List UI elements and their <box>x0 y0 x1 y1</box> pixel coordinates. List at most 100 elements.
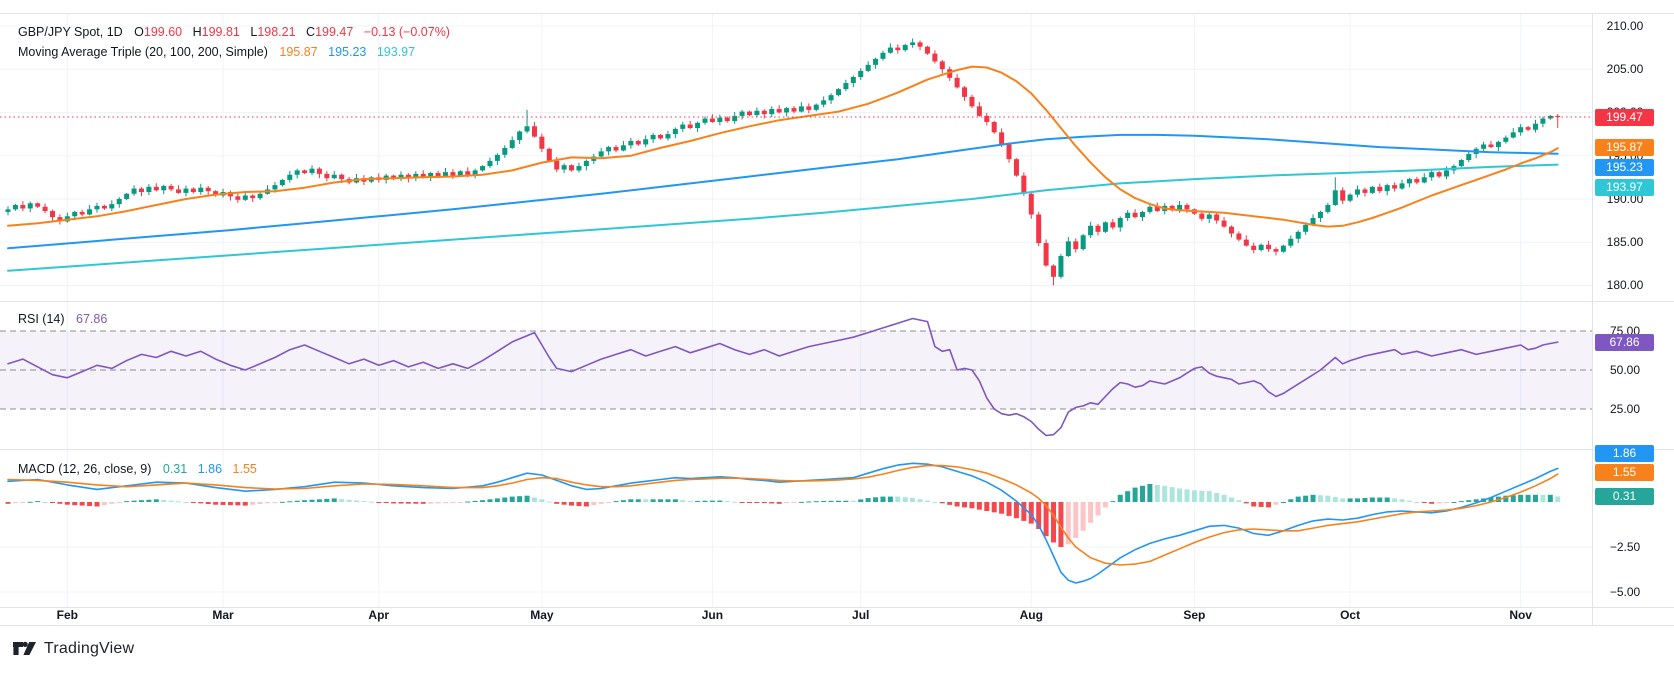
candle-body <box>1421 177 1427 183</box>
candle-body <box>1436 172 1442 177</box>
time-axis[interactable] <box>0 607 1592 625</box>
candle-body <box>784 108 790 113</box>
candle-body <box>1147 206 1153 212</box>
candle-body <box>954 77 960 88</box>
candle-body <box>413 173 419 179</box>
candle-body <box>1199 213 1205 219</box>
tradingview-logo[interactable]: TradingView <box>12 639 134 659</box>
symbol-legend[interactable]: GBP/JPY Spot, 1D O199.60 H199.81 L198.21… <box>18 25 450 39</box>
macd-histogram-bar <box>1429 502 1435 504</box>
rsi-legend[interactable]: RSI (14) 67.86 <box>18 312 107 326</box>
macd-histogram-bar <box>732 501 738 503</box>
macd-histogram-bar <box>1503 495 1509 502</box>
candle-body <box>962 87 968 97</box>
candle-body <box>821 100 827 105</box>
macd-histogram-bar <box>739 502 745 503</box>
macd-histogram-bar <box>1555 496 1561 502</box>
candle-body <box>531 126 537 137</box>
macd-histogram-bar <box>405 502 411 504</box>
macd-signal-value: 1.55 <box>232 462 257 476</box>
macd-histogram-bar <box>257 502 263 504</box>
candle-body <box>138 188 144 193</box>
macd-histogram-bar <box>1021 502 1027 521</box>
candle-body <box>1362 189 1368 193</box>
macd-histogram-bar <box>146 499 152 502</box>
candle-body <box>1325 205 1331 212</box>
candle-body <box>650 134 656 140</box>
macd-histogram-bar <box>64 502 70 505</box>
macd-histogram-bar <box>999 502 1005 514</box>
macd-histogram-bar <box>1399 499 1405 502</box>
rsi-pane[interactable] <box>0 302 1592 449</box>
candle-body <box>880 52 886 59</box>
macd-legend[interactable]: MACD (12, 26, close, 9) 0.31 1.86 1.55 <box>18 462 257 476</box>
macd-histogram-bar <box>1139 485 1145 502</box>
macd-histogram-bar <box>302 500 308 502</box>
macd-histogram-bar <box>1065 502 1071 545</box>
price-axis[interactable] <box>1592 13 1674 625</box>
candle-body <box>101 205 107 209</box>
candle-body <box>5 209 11 212</box>
macd-histogram-bar <box>1251 502 1257 507</box>
macd-histogram-bar <box>784 502 790 504</box>
rsi-legend-title: RSI (14) <box>18 312 65 326</box>
macd-histogram-bar <box>205 502 211 505</box>
macd-histogram-bar <box>1058 502 1064 547</box>
macd-histogram-bar <box>72 502 78 506</box>
macd-histogram-bar <box>235 502 241 506</box>
macd-histogram-bar <box>865 498 871 502</box>
macd-histogram-bar <box>1540 494 1546 502</box>
candle-body <box>331 174 337 179</box>
macd-histogram-bar <box>20 502 26 503</box>
candle-body <box>124 193 130 199</box>
candle-body <box>1540 118 1546 124</box>
macd-histogram-bar <box>1028 502 1034 524</box>
candle-body <box>1243 239 1249 246</box>
candle-body <box>1228 226 1234 234</box>
candle-body <box>1028 193 1034 215</box>
candle-body <box>1414 179 1420 183</box>
macd-histogram-bar <box>361 501 367 503</box>
candle-body <box>116 198 122 205</box>
macd-histogram-bar <box>368 501 374 503</box>
macd-histogram-bar <box>1206 491 1212 502</box>
candle-body <box>1206 214 1212 219</box>
candle-body <box>316 168 322 174</box>
macd-histogram-bar <box>917 499 923 502</box>
candle-body <box>828 95 834 101</box>
candle-body <box>1355 189 1361 195</box>
macd-histogram-bar <box>1258 502 1264 507</box>
candle-body <box>1495 141 1501 148</box>
macd-histogram-bar <box>1184 489 1190 502</box>
macd-histogram-bar <box>1080 502 1086 531</box>
macd-histogram-bar <box>124 501 130 503</box>
macd-histogram-bar <box>954 502 960 507</box>
candle-body <box>1117 217 1123 228</box>
macd-histogram-bar <box>87 502 93 507</box>
candle-body <box>910 42 916 45</box>
candle-body <box>695 122 701 129</box>
macd-histogram-bar <box>1518 494 1524 502</box>
macd-histogram-bar <box>1073 502 1079 538</box>
candle-body <box>1295 231 1301 239</box>
candle-body <box>146 186 152 193</box>
candle-body <box>1095 225 1101 232</box>
candle-body <box>769 108 775 115</box>
open-label: O <box>134 25 144 39</box>
candlestick-series <box>5 38 1561 286</box>
ma200-line <box>7 163 1559 272</box>
macd-histogram-bar <box>1303 495 1309 502</box>
macd-histogram-bar <box>391 502 397 504</box>
macd-histogram-bar <box>12 502 18 504</box>
macd-histogram-bar <box>991 502 997 513</box>
macd-histogram-bar <box>42 502 48 503</box>
candle-body <box>87 209 93 215</box>
macd-histogram-bar <box>628 499 634 502</box>
ma-legend[interactable]: Moving Average Triple (20, 100, 200, Sim… <box>18 45 415 59</box>
candle-body <box>1303 224 1309 232</box>
candle-body <box>405 174 411 179</box>
candle-body <box>1154 206 1160 212</box>
candle-body <box>999 132 1005 145</box>
macd-histogram-bar <box>198 502 204 504</box>
candle-body <box>665 134 671 139</box>
